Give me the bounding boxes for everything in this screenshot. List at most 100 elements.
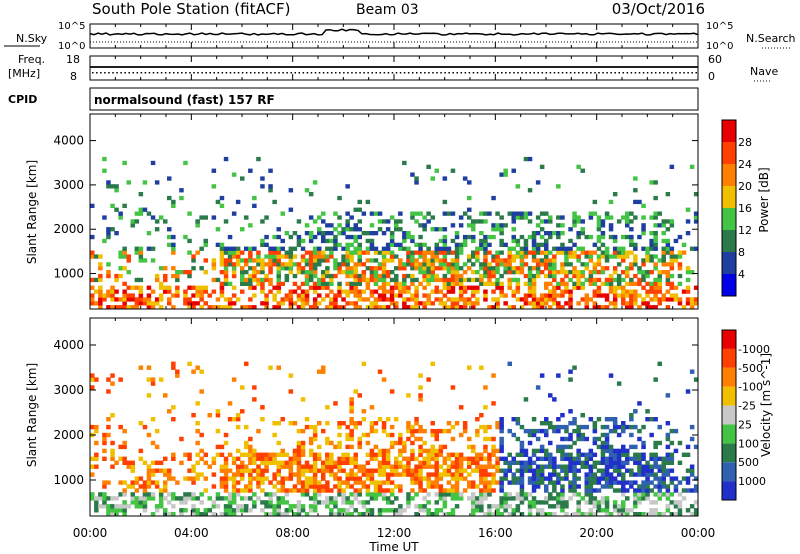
- heatmap-cell: [454, 246, 460, 251]
- heatmap-cell: [207, 508, 212, 513]
- heatmap-cell: [523, 215, 529, 220]
- heatmap-cell: [442, 428, 448, 434]
- heatmap-cell: [106, 293, 111, 298]
- heatmap-cell: [106, 389, 111, 394]
- heatmap-cell: [442, 472, 448, 477]
- heatmap-cell: [418, 254, 423, 259]
- heatmap-cell: [511, 258, 516, 263]
- nave-point: [290, 72, 292, 74]
- heatmap-cell: [369, 270, 375, 275]
- heatmap-cell: [495, 254, 500, 259]
- heatmap-cell: [288, 297, 294, 302]
- heatmap-cell: [657, 270, 662, 275]
- heatmap-cell: [329, 231, 334, 236]
- heatmap-cell: [106, 432, 111, 438]
- heatmap-cell: [300, 440, 306, 446]
- heatmap-cell: [499, 436, 504, 442]
- heatmap-cell: [649, 417, 654, 422]
- heatmap-cell: [564, 254, 569, 259]
- heatmap-cell: [495, 266, 500, 271]
- heatmap-cell: [633, 409, 638, 414]
- heatmap-cell: [223, 297, 229, 302]
- heatmap-cell: [621, 289, 626, 294]
- heatmap-cell: [345, 258, 350, 263]
- heatmap-cell: [592, 464, 598, 469]
- heatmap-cell: [653, 180, 658, 185]
- heatmap-cell: [296, 468, 302, 473]
- heatmap-cell: [645, 273, 650, 279]
- heatmap-cell: [191, 301, 196, 306]
- heatmap-cell: [592, 496, 598, 501]
- heatmap-cell: [544, 297, 549, 302]
- heatmap-cell: [308, 215, 314, 220]
- heatmap-cell: [414, 176, 419, 181]
- heatmap-cell: [653, 262, 658, 267]
- heatmap-cell: [430, 176, 435, 181]
- heatmap-cell: [106, 289, 111, 294]
- heatmap-cell: [394, 242, 399, 247]
- heatmap-cell: [665, 421, 671, 426]
- heatmap-cell: [665, 484, 671, 489]
- heatmap-cell: [487, 277, 492, 283]
- heatmap-cell: [90, 234, 95, 240]
- heatmap-cell: [422, 440, 427, 446]
- heatmap-cell: [677, 254, 683, 259]
- heatmap-cell: [669, 223, 675, 228]
- nave-point: [472, 72, 475, 74]
- heatmap-cell: [649, 238, 654, 244]
- heatmap-cell: [430, 262, 435, 267]
- heatmap-cell: [621, 476, 626, 481]
- heatmap-cell: [539, 258, 545, 263]
- heatmap-cell: [381, 219, 387, 224]
- heatmap-cell: [467, 258, 472, 263]
- heatmap-cell: [256, 254, 261, 259]
- heatmap-cell: [491, 436, 496, 442]
- heatmap-cell: [406, 460, 411, 465]
- heatmap-cell: [600, 305, 606, 310]
- heatmap-cell: [345, 508, 350, 513]
- heatmap-cell: [203, 301, 208, 306]
- heatmap-cell: [142, 484, 148, 489]
- heatmap-cell: [349, 250, 354, 255]
- heatmap-cell: [604, 258, 610, 263]
- heatmap-cell: [365, 476, 371, 481]
- heatmap-cell: [657, 440, 662, 446]
- nave-point: [136, 72, 139, 74]
- heatmap-cell: [600, 448, 606, 454]
- heatmap-cell: [150, 492, 156, 497]
- heatmap-cell: [357, 440, 362, 446]
- heatmap-cell: [531, 488, 537, 493]
- heatmap-cell: [657, 361, 662, 366]
- heatmap-cell: [641, 231, 646, 236]
- heatmap-cell: [535, 231, 541, 236]
- heatmap-cell: [381, 246, 387, 251]
- heatmap-cell: [195, 421, 200, 426]
- heatmap-cell: [252, 266, 257, 271]
- heatmap-cell: [377, 262, 383, 267]
- heatmap-cell: [394, 472, 399, 477]
- heatmap-cell: [621, 297, 626, 302]
- heatmap-cell: [353, 266, 358, 271]
- heatmap-cell: [410, 281, 415, 286]
- nave-point: [424, 72, 426, 74]
- heatmap-cell: [276, 500, 281, 505]
- heatmap-cell: [681, 250, 687, 255]
- heatmap-cell: [231, 484, 237, 489]
- heatmap-cell: [102, 500, 107, 505]
- heatmap-cell: [645, 409, 650, 414]
- heatmap-cell: [677, 234, 683, 240]
- heatmap-cell: [462, 277, 468, 283]
- heatmap-cell: [381, 421, 387, 426]
- heatmap-cell: [345, 424, 350, 430]
- heatmap-cell: [693, 246, 699, 251]
- heatmap-cell: [588, 500, 594, 505]
- heatmap-cell: [353, 452, 358, 457]
- heatmap-cell: [479, 508, 484, 513]
- nave-point: [391, 72, 394, 74]
- heatmap-cell: [231, 480, 237, 485]
- nave-point: [691, 72, 693, 74]
- nave-point: [610, 72, 612, 74]
- nave-point: [513, 72, 515, 74]
- heatmap-cell: [329, 301, 334, 306]
- heatmap-cell: [231, 172, 237, 177]
